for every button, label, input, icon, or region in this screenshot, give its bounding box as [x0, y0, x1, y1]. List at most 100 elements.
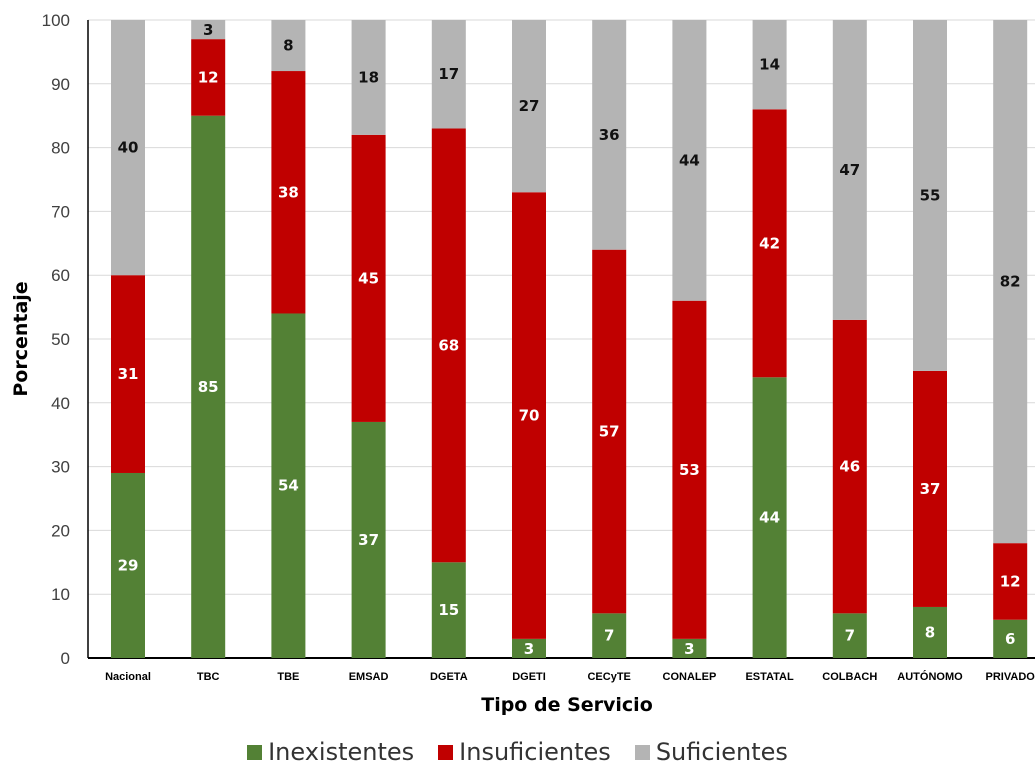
data-label: 7 [845, 627, 855, 645]
y-tick-label: 50 [51, 330, 70, 349]
bar-segment [913, 370, 947, 607]
bar-segment [832, 613, 867, 658]
data-label: 68 [438, 336, 459, 354]
bar-segment [271, 313, 306, 658]
bar-segment [111, 20, 145, 276]
data-label: 37 [358, 531, 379, 549]
data-label: 82 [1000, 273, 1021, 291]
data-label: 14 [759, 56, 780, 74]
data-label: 3 [203, 21, 213, 39]
x-tick-label: TBC [197, 671, 220, 683]
data-label: 15 [438, 601, 459, 619]
bar-segment [271, 71, 306, 314]
x-tick-label: DGETA [430, 671, 468, 683]
x-tick-label: ESTATAL [745, 671, 794, 683]
x-tick-label: EMSAD [349, 671, 389, 683]
data-label: 12 [198, 68, 219, 86]
data-label: 3 [524, 640, 534, 658]
bars: 2931408512354388374518156817370277573635… [111, 20, 1028, 658]
x-tick-label: PRIVADO [986, 671, 1035, 683]
y-tick-label: 30 [51, 458, 70, 477]
bar-segment [111, 472, 145, 658]
bar-segment [672, 638, 707, 658]
y-tick-label: 40 [51, 394, 70, 413]
bar-segment [351, 134, 386, 422]
bar-segment [592, 613, 627, 658]
bar-segment [512, 638, 546, 658]
data-label: 8 [283, 37, 293, 55]
x-tick-labels: Nacional TBC TBE EMSAD DGETA DGETI CECyTE CONAL… [105, 670, 1035, 683]
x-tick-label: AUTÓNOMO [897, 670, 963, 683]
y-tick-label: 10 [51, 585, 70, 604]
bar-segment [752, 377, 787, 658]
data-label: 44 [679, 151, 700, 169]
bar-segment [512, 20, 546, 193]
x-tick-label: Nacional [105, 671, 151, 683]
bar-segment [993, 543, 1028, 620]
data-label: 46 [839, 458, 860, 476]
y-tick-labels: 0 10 20 30 40 50 60 70 80 90 100 [42, 11, 70, 668]
x-axis-title: Tipo de Servicio [481, 694, 653, 716]
legend-label: Suficientes [655, 738, 788, 766]
x-tick-label: COLBACH [822, 671, 877, 683]
y-tick-label: 100 [42, 11, 70, 30]
data-label: 31 [118, 365, 139, 383]
data-label: 42 [759, 234, 780, 252]
data-label: 6 [1005, 630, 1015, 648]
bar-segment [191, 20, 226, 40]
legend-label: Insuficientes [459, 738, 611, 766]
y-tick-label: 70 [51, 202, 70, 221]
bar-segment [351, 20, 386, 135]
y-tick-label: 60 [51, 266, 70, 285]
data-label: 7 [604, 627, 614, 645]
data-label: 47 [839, 161, 860, 179]
bar-segment [592, 20, 627, 250]
data-label: 3 [684, 640, 694, 658]
legend-item: Insuficientes [438, 738, 611, 766]
x-tick-label: TBE [277, 671, 299, 683]
legend-label: Inexistentes [268, 738, 415, 766]
data-label: 40 [118, 139, 139, 157]
data-label: 29 [118, 556, 139, 574]
x-tick-label: DGETI [512, 671, 546, 683]
data-label: 8 [925, 623, 935, 641]
bar-segment [111, 275, 145, 473]
bar-segment [913, 606, 947, 658]
bar-segment [592, 249, 627, 614]
bar-segment [672, 300, 707, 639]
bar-segment [351, 421, 386, 658]
bar-segment [431, 562, 466, 658]
legend: Inexistentes Insuficientes Suficientes [0, 738, 1035, 766]
data-label: 37 [920, 480, 941, 498]
bar-segment [271, 20, 306, 72]
legend-item: Suficientes [634, 738, 788, 766]
data-label: 12 [1000, 572, 1021, 590]
bar-segment [993, 619, 1028, 658]
bar-segment [752, 109, 787, 378]
legend-item: Inexistentes [247, 738, 414, 766]
bar-segment [913, 20, 947, 371]
y-axis-title: Porcentaje [10, 281, 32, 396]
bar-segment [832, 319, 867, 614]
legend-swatch [438, 744, 454, 760]
legend-swatch [634, 744, 650, 760]
data-label: 27 [519, 97, 540, 115]
bar-segment [512, 192, 546, 639]
data-label: 57 [599, 423, 620, 441]
y-tick-label: 80 [51, 139, 70, 158]
data-label: 17 [438, 65, 459, 83]
bar-segment [832, 20, 867, 320]
data-label: 85 [198, 378, 219, 396]
bar-segment [993, 20, 1028, 544]
data-label: 18 [358, 68, 379, 86]
data-label: 54 [278, 477, 299, 495]
data-label: 36 [599, 126, 620, 144]
bar-segment [431, 20, 466, 129]
data-label: 45 [358, 269, 379, 287]
x-tick-label: CONALEP [663, 671, 717, 683]
bar-segment [752, 20, 787, 110]
data-label: 70 [519, 407, 540, 425]
data-label: 44 [759, 509, 780, 527]
y-tick-label: 0 [61, 649, 70, 668]
